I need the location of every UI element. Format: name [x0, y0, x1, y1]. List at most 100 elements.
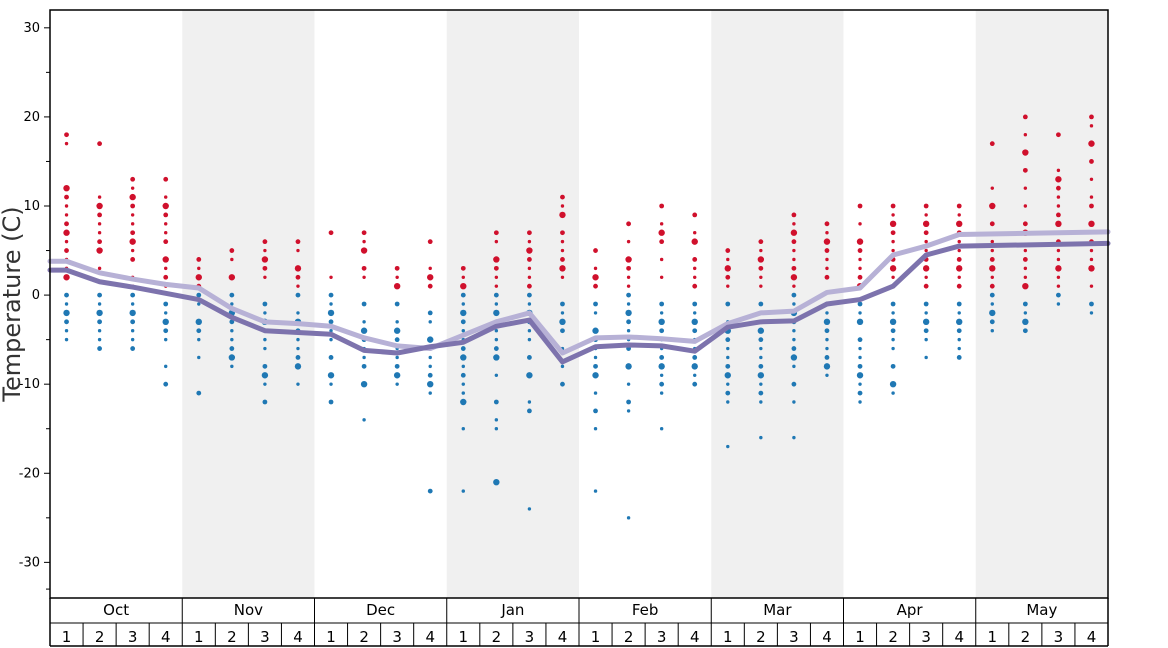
cold-dot [626, 409, 631, 413]
warm-dot [163, 274, 169, 280]
warm-dot [824, 274, 830, 280]
cold-dot [163, 301, 169, 307]
month-label-jan: Jan [500, 601, 524, 619]
cold-dot [989, 292, 995, 298]
warm-dot [64, 213, 69, 217]
warm-dot [1055, 176, 1062, 183]
warm-dot [923, 283, 929, 289]
cold-dot [923, 301, 929, 307]
cold-dot [163, 381, 169, 387]
cold-dot [890, 301, 896, 307]
warm-dot [96, 202, 103, 210]
warm-dot [64, 239, 69, 244]
cold-dot [858, 346, 862, 351]
cold-dot [196, 390, 202, 396]
warm-dot [64, 194, 69, 200]
warm-dot [989, 257, 995, 262]
warm-dot [792, 248, 796, 253]
cold-dot [924, 337, 928, 342]
cold-dot [64, 329, 69, 333]
cold-dot [726, 346, 730, 351]
warm-dot [493, 230, 499, 236]
cold-dot [296, 382, 300, 386]
cold-dot [823, 363, 831, 370]
y-tick-label: 30 [23, 21, 40, 36]
cold-dot [97, 319, 102, 325]
warm-dot [726, 257, 730, 262]
warm-dot [725, 248, 731, 253]
month-label-dec: Dec [366, 601, 395, 619]
warm-dot [1023, 186, 1028, 190]
cold-dot [759, 435, 763, 440]
cold-dot [296, 311, 300, 315]
cold-dot [592, 327, 599, 334]
warm-dot [659, 257, 664, 262]
warm-dot [1023, 133, 1028, 137]
warm-dot [593, 248, 598, 253]
cold-dot [792, 302, 796, 306]
cold-dot [593, 355, 598, 360]
warm-dot [494, 239, 499, 244]
cold-dot [891, 346, 895, 351]
warm-dot [296, 284, 300, 288]
cold-dot [493, 309, 500, 317]
warm-dot [97, 195, 102, 199]
cold-dot [527, 302, 532, 306]
warm-dot [957, 213, 961, 217]
warm-dot [164, 266, 168, 271]
month-shade-may [975, 10, 1108, 598]
cold-dot [461, 391, 465, 395]
cold-dot [427, 310, 433, 316]
cold-dot [296, 346, 300, 351]
warm-dot [1056, 132, 1061, 138]
cold-dot [692, 381, 698, 387]
warm-dot [1022, 257, 1028, 262]
cold-dot [791, 292, 797, 298]
warm-dot [856, 238, 864, 245]
cold-dot [593, 311, 598, 315]
week-label: 2 [95, 628, 105, 646]
cold-dot [759, 382, 763, 386]
cold-dot [428, 391, 432, 395]
cold-dot [229, 292, 235, 298]
warm-dot [129, 238, 136, 245]
warm-dot [1022, 114, 1028, 120]
cold-dot [362, 320, 366, 324]
cold-dot [725, 390, 731, 396]
cold-dot [461, 489, 465, 493]
cold-dot [825, 311, 829, 315]
cold-dot [395, 320, 399, 324]
cold-dot [197, 355, 201, 360]
dark-series-line [47, 240, 1111, 365]
cold-dot [1089, 301, 1094, 307]
cold-dot [891, 391, 895, 395]
cold-dot [494, 302, 499, 306]
cold-dot [626, 399, 631, 405]
cold-dot [692, 355, 698, 360]
warm-dot [725, 274, 731, 280]
warm-dot [1023, 266, 1028, 271]
week-label: 1 [194, 628, 204, 646]
cold-dot [428, 364, 432, 369]
cold-dot [758, 390, 764, 396]
warm-dot [1022, 221, 1028, 227]
cold-dot [1056, 302, 1061, 306]
warm-dot [956, 257, 962, 262]
cold-dot [361, 363, 367, 369]
cold-dot [989, 309, 996, 317]
cold-dot [725, 301, 731, 307]
week-label: 1 [326, 628, 336, 646]
cold-dot [493, 478, 500, 486]
cold-dot [461, 302, 465, 306]
warm-dot [294, 265, 302, 272]
cold-dot [659, 391, 664, 395]
cold-dot [362, 355, 366, 360]
week-label: 4 [161, 628, 171, 646]
cold-dot [1022, 301, 1028, 307]
warm-dot [559, 265, 566, 272]
warm-dot [792, 257, 796, 262]
warm-dot [824, 248, 830, 253]
warm-dot [64, 248, 69, 253]
warm-dot [990, 275, 994, 279]
cold-dot [394, 337, 400, 343]
